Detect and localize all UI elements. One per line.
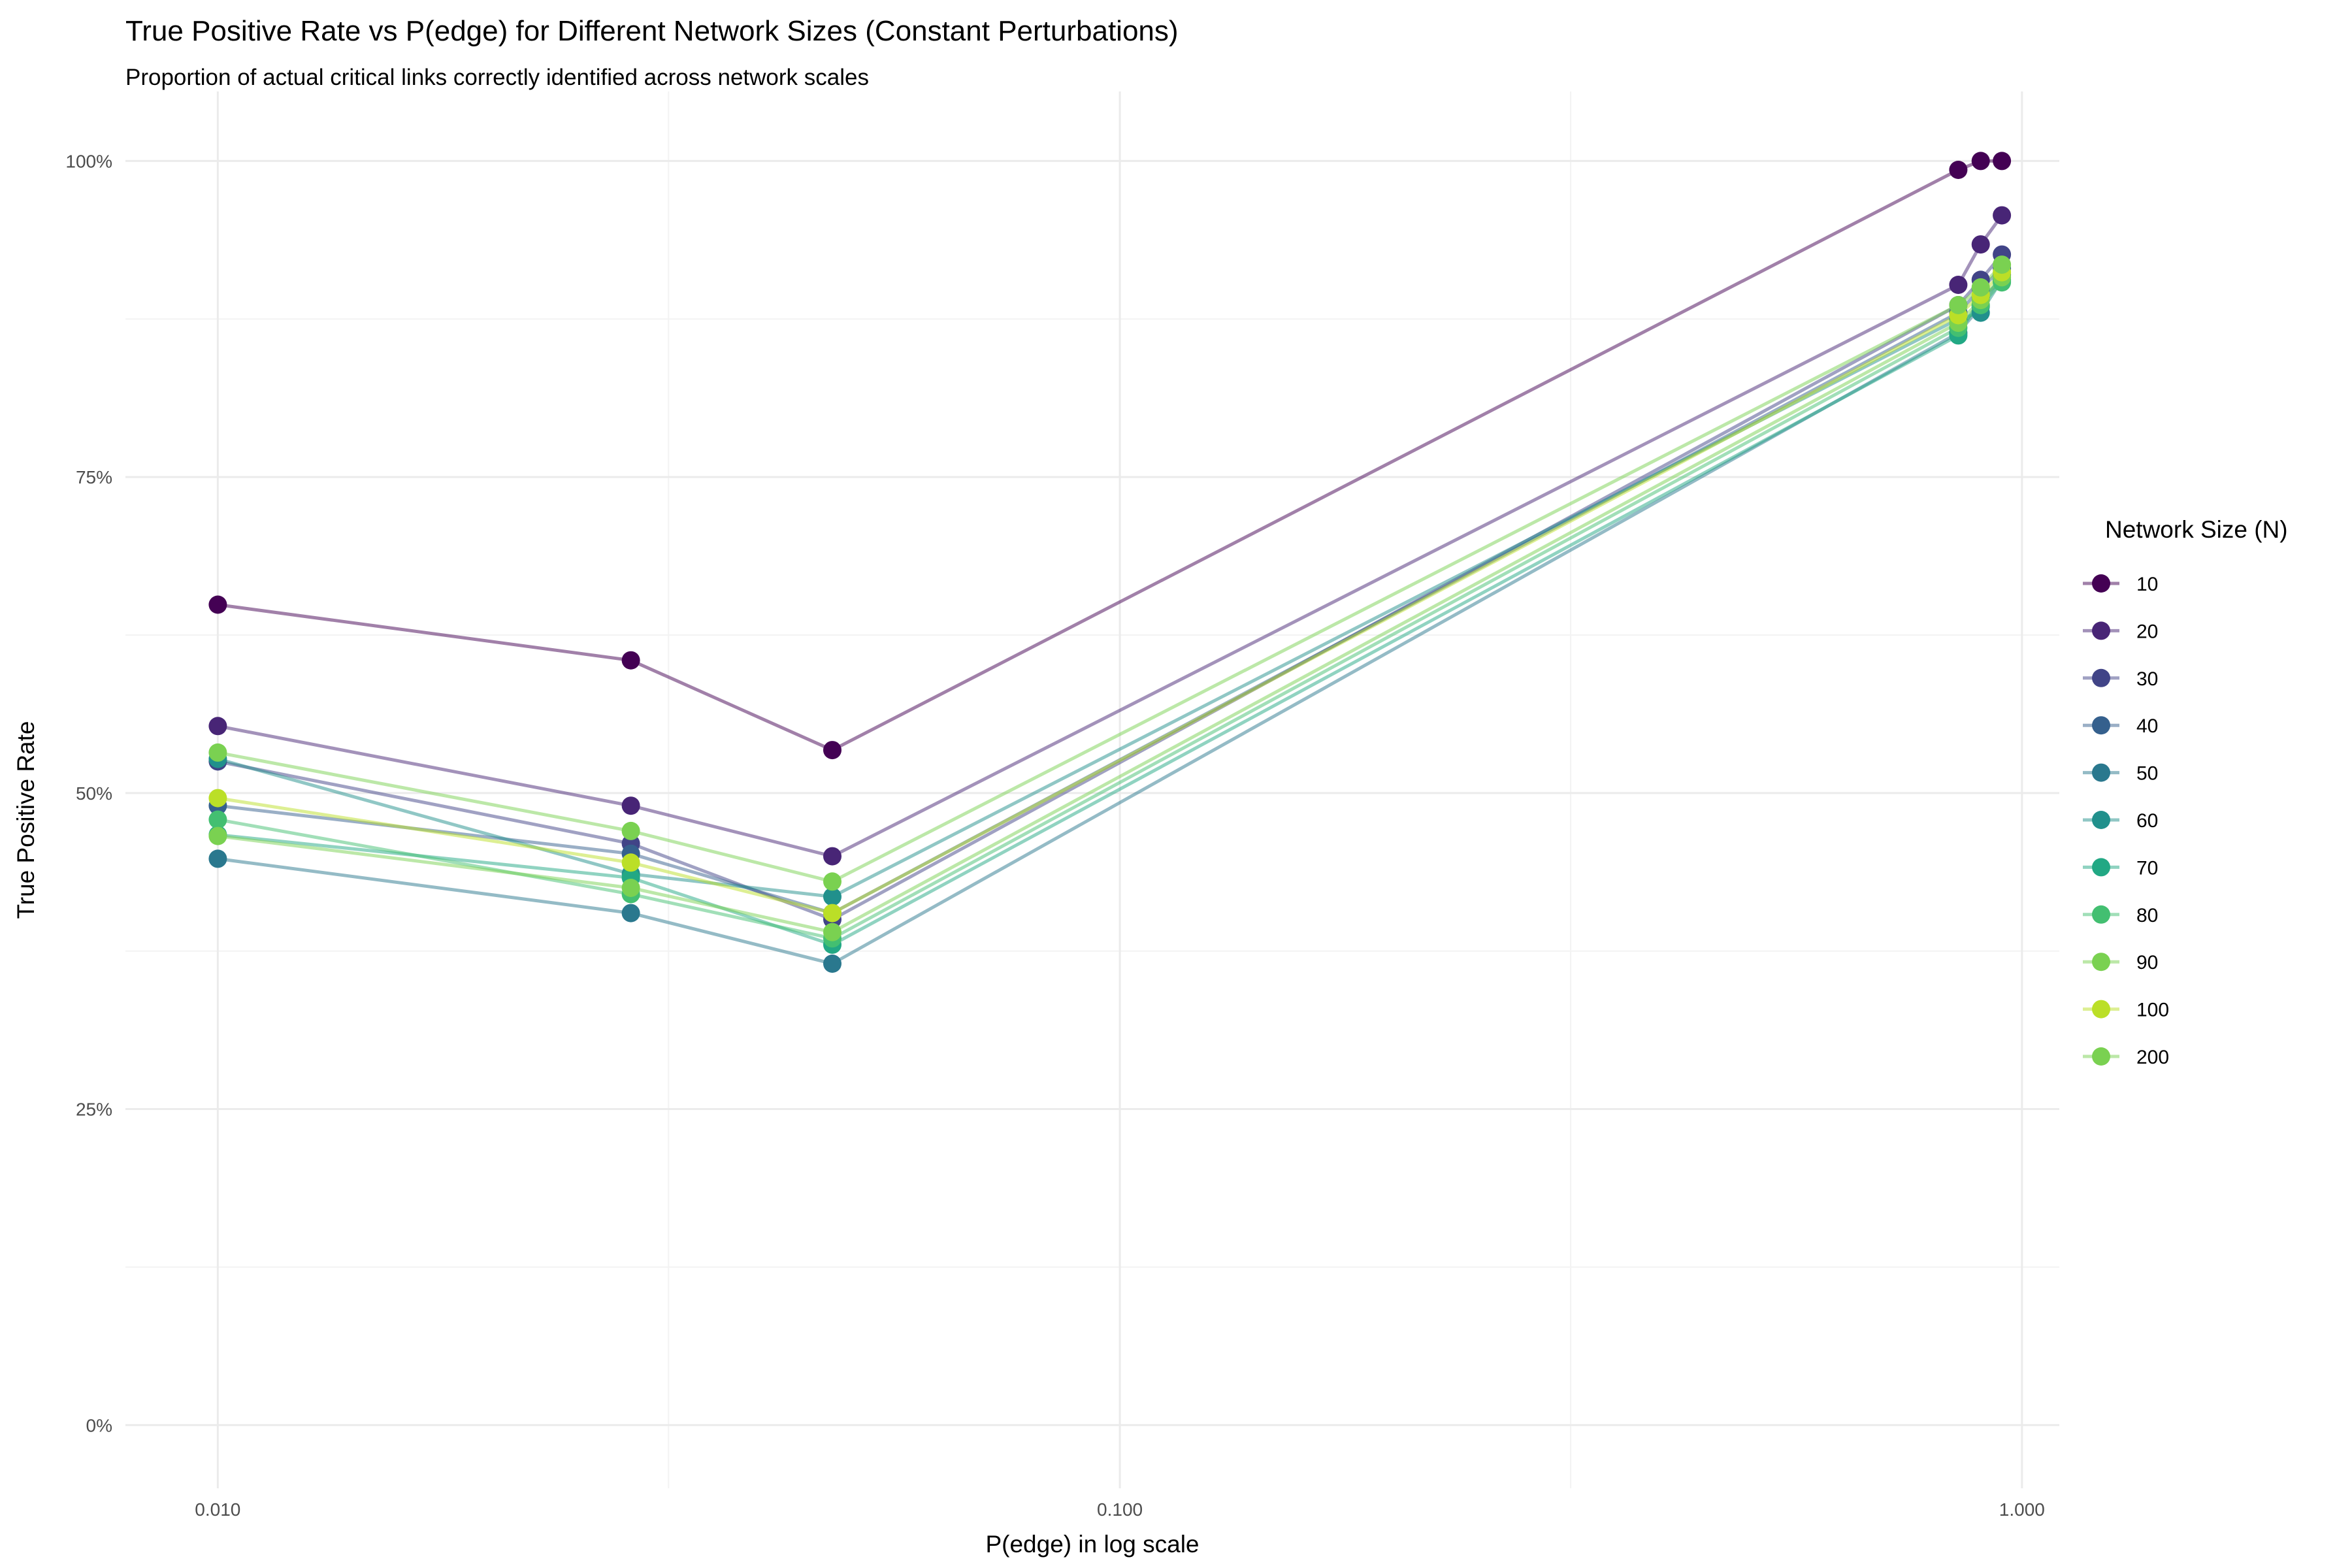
data-point-n20 xyxy=(1949,276,1968,294)
legend: Network Size (N) 10 20 30 40 50 60 70 80 90 100 20… xyxy=(2083,516,2288,1068)
x-tick-label: 0.010 xyxy=(195,1499,240,1520)
y-tick-label: 50% xyxy=(76,783,112,804)
chart-subtitle: Proportion of actual critical links corr… xyxy=(125,65,869,90)
data-point-n10 xyxy=(208,595,227,614)
series-line-n50 xyxy=(218,274,2004,966)
data-point-n50 xyxy=(823,955,841,973)
chart-title: True Positive Rate vs P(edge) for Differ… xyxy=(125,15,1179,47)
x-tick-label: 1.000 xyxy=(1999,1499,2045,1520)
legend-key-point xyxy=(2092,763,2110,782)
data-point-n200 xyxy=(823,872,841,891)
data-point-n90 xyxy=(208,826,227,845)
legend-label: 60 xyxy=(2136,810,2158,832)
data-point-n10 xyxy=(1971,152,1990,171)
legend-key-point xyxy=(2092,716,2110,735)
data-point-n50 xyxy=(208,849,227,868)
x-tick-label: 0.100 xyxy=(1097,1499,1143,1520)
data-point-n100 xyxy=(823,904,841,923)
data-point-n10 xyxy=(621,651,640,670)
series-line-n20 xyxy=(217,214,2004,858)
data-point-n20 xyxy=(1971,235,1990,254)
legend-title: Network Size (N) xyxy=(2105,516,2288,543)
y-axis-title: True Positive Rate xyxy=(12,721,39,919)
legend-label: 10 xyxy=(2136,574,2158,595)
legend-key-point xyxy=(2092,668,2110,687)
data-point-n20 xyxy=(823,847,841,866)
series-line-n40 xyxy=(218,267,2003,915)
series-lines xyxy=(217,159,2004,966)
data-point-n20 xyxy=(208,717,227,736)
data-point-n60 xyxy=(823,887,841,906)
data-point-n100 xyxy=(208,789,227,808)
legend-key-point xyxy=(2092,953,2110,972)
legend-label: 40 xyxy=(2136,715,2158,737)
data-point-n200 xyxy=(1949,296,1968,314)
legend-label: 200 xyxy=(2136,1047,2169,1068)
legend-label: 100 xyxy=(2136,1000,2169,1021)
data-point-n20 xyxy=(621,796,640,815)
legend-key-point xyxy=(2092,1000,2110,1019)
series-line-n100 xyxy=(218,270,2003,915)
data-point-n200 xyxy=(208,743,227,762)
legend-key-point xyxy=(2092,574,2110,593)
legend-label: 70 xyxy=(2136,857,2158,879)
data-point-n90 xyxy=(823,923,841,941)
legend-label: 90 xyxy=(2136,952,2158,973)
legend-key-point xyxy=(2092,905,2110,924)
legend-key-point xyxy=(2092,811,2110,829)
data-point-n50 xyxy=(621,904,640,923)
data-point-n10 xyxy=(1993,152,2012,171)
y-tick-label: 100% xyxy=(65,151,112,171)
data-point-n20 xyxy=(1993,206,2012,225)
legend-label: 50 xyxy=(2136,763,2158,785)
data-point-n10 xyxy=(1949,161,1968,179)
y-tick-label: 0% xyxy=(86,1415,112,1435)
legend-key-point xyxy=(2092,858,2110,877)
series-points xyxy=(208,152,2012,973)
y-tick-label: 75% xyxy=(76,467,112,487)
series-line-n30 xyxy=(217,253,2004,921)
legend-key-point xyxy=(2092,621,2110,640)
data-point-n200 xyxy=(621,821,640,840)
series-line-n70 xyxy=(218,280,2003,947)
data-point-n200 xyxy=(1993,255,2012,274)
y-tick-label: 25% xyxy=(76,1100,112,1120)
data-point-n10 xyxy=(823,741,841,760)
axes: 0% 25% 50% 75% 100% 0.010 0.100 1.000 xyxy=(65,151,2045,1520)
data-point-n200 xyxy=(1971,278,1990,297)
x-axis-title: P(edge) in log scale xyxy=(985,1531,1199,1558)
data-point-n90 xyxy=(621,879,640,897)
data-point-n80 xyxy=(208,810,227,829)
legend-label: 30 xyxy=(2136,668,2158,690)
legend-key-point xyxy=(2092,1047,2110,1066)
legend-label: 20 xyxy=(2136,621,2158,642)
data-point-n100 xyxy=(621,853,640,872)
legend-label: 80 xyxy=(2136,905,2158,926)
